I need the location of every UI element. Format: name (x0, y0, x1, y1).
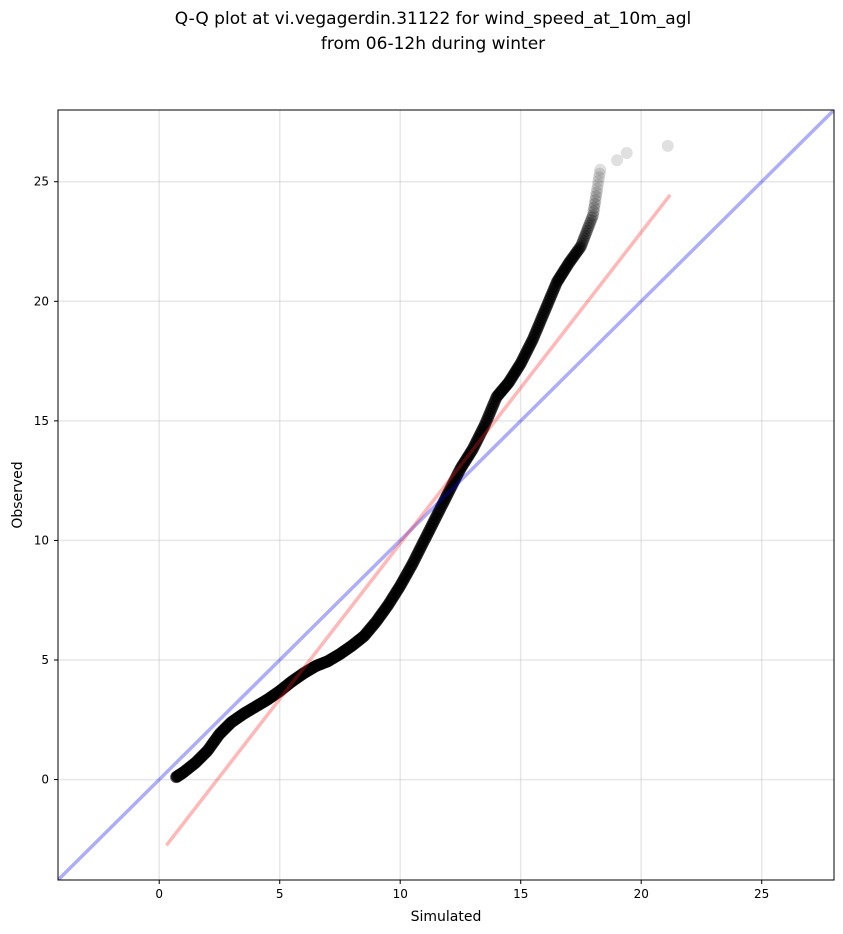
y-axis-label: Observed (10, 461, 26, 528)
qq-point (579, 227, 592, 240)
qq-point (590, 186, 603, 199)
qq-point (575, 237, 588, 250)
qq-point (572, 243, 585, 256)
qq-point (564, 254, 577, 267)
qq-point (574, 240, 587, 253)
qq-point (565, 252, 578, 265)
qq-outlier-point (620, 147, 633, 160)
qq-point (586, 211, 599, 224)
fit-line (165, 193, 672, 847)
y-tick-label: 25 (34, 175, 49, 189)
qq-point (594, 163, 607, 176)
x-tick-label: 25 (754, 887, 769, 901)
x-tick-label: 10 (393, 887, 408, 901)
qq-point (588, 197, 601, 210)
qq-point (592, 175, 605, 188)
identity-line (58, 110, 834, 880)
qq-point (578, 229, 591, 242)
qq-point (587, 209, 600, 222)
qq-outlier-point (661, 139, 674, 152)
qq-point (583, 216, 596, 229)
qq-point (566, 251, 579, 264)
plot-area-frame (57, 109, 835, 881)
qq-point (561, 258, 574, 271)
qq-point (569, 247, 582, 260)
qq-point (573, 241, 586, 254)
qq-point (581, 222, 594, 235)
qq-point (589, 194, 602, 207)
reference-lines (58, 110, 834, 880)
qq-point (580, 224, 593, 237)
y-tick-label: 10 (34, 533, 49, 547)
y-tick-label: 5 (41, 653, 49, 667)
axis-ticks: 0 5 10 15 20 25 0 5 10 15 20 25 (34, 175, 770, 901)
chart-title-line-2: from 06-12h during winter (321, 34, 545, 54)
x-tick-label: 5 (276, 887, 284, 901)
chart-title-line-1: Q-Q plot at vi.vegagerdin.31122 for wind… (175, 9, 691, 29)
qq-point (571, 244, 584, 257)
qq-outlier-point (611, 154, 624, 167)
qq-point (587, 205, 600, 218)
x-tick-label: 20 (634, 887, 649, 901)
y-tick-label: 20 (34, 294, 49, 308)
scatter-points (170, 139, 674, 784)
qq-point (593, 167, 606, 180)
qq-point (593, 171, 606, 184)
qq-point (576, 235, 589, 248)
qq-point (591, 178, 604, 191)
qq-point (590, 190, 603, 203)
y-tick-label: 15 (34, 414, 49, 428)
qq-point (591, 182, 604, 195)
x-tick-label: 0 (155, 887, 163, 901)
qq-point (584, 214, 597, 227)
grid-lines (58, 110, 834, 880)
qq-point (560, 260, 573, 273)
qq-point (588, 201, 601, 214)
qq-point (568, 248, 581, 261)
qq-point (582, 219, 595, 232)
qq-point (562, 257, 575, 270)
qq-point (570, 245, 583, 258)
qq-point (563, 255, 576, 268)
x-axis-label: Simulated (411, 909, 482, 925)
qq-point (577, 232, 590, 245)
x-tick-label: 15 (513, 887, 528, 901)
y-tick-label: 0 (41, 773, 49, 787)
qq-point (567, 250, 580, 263)
